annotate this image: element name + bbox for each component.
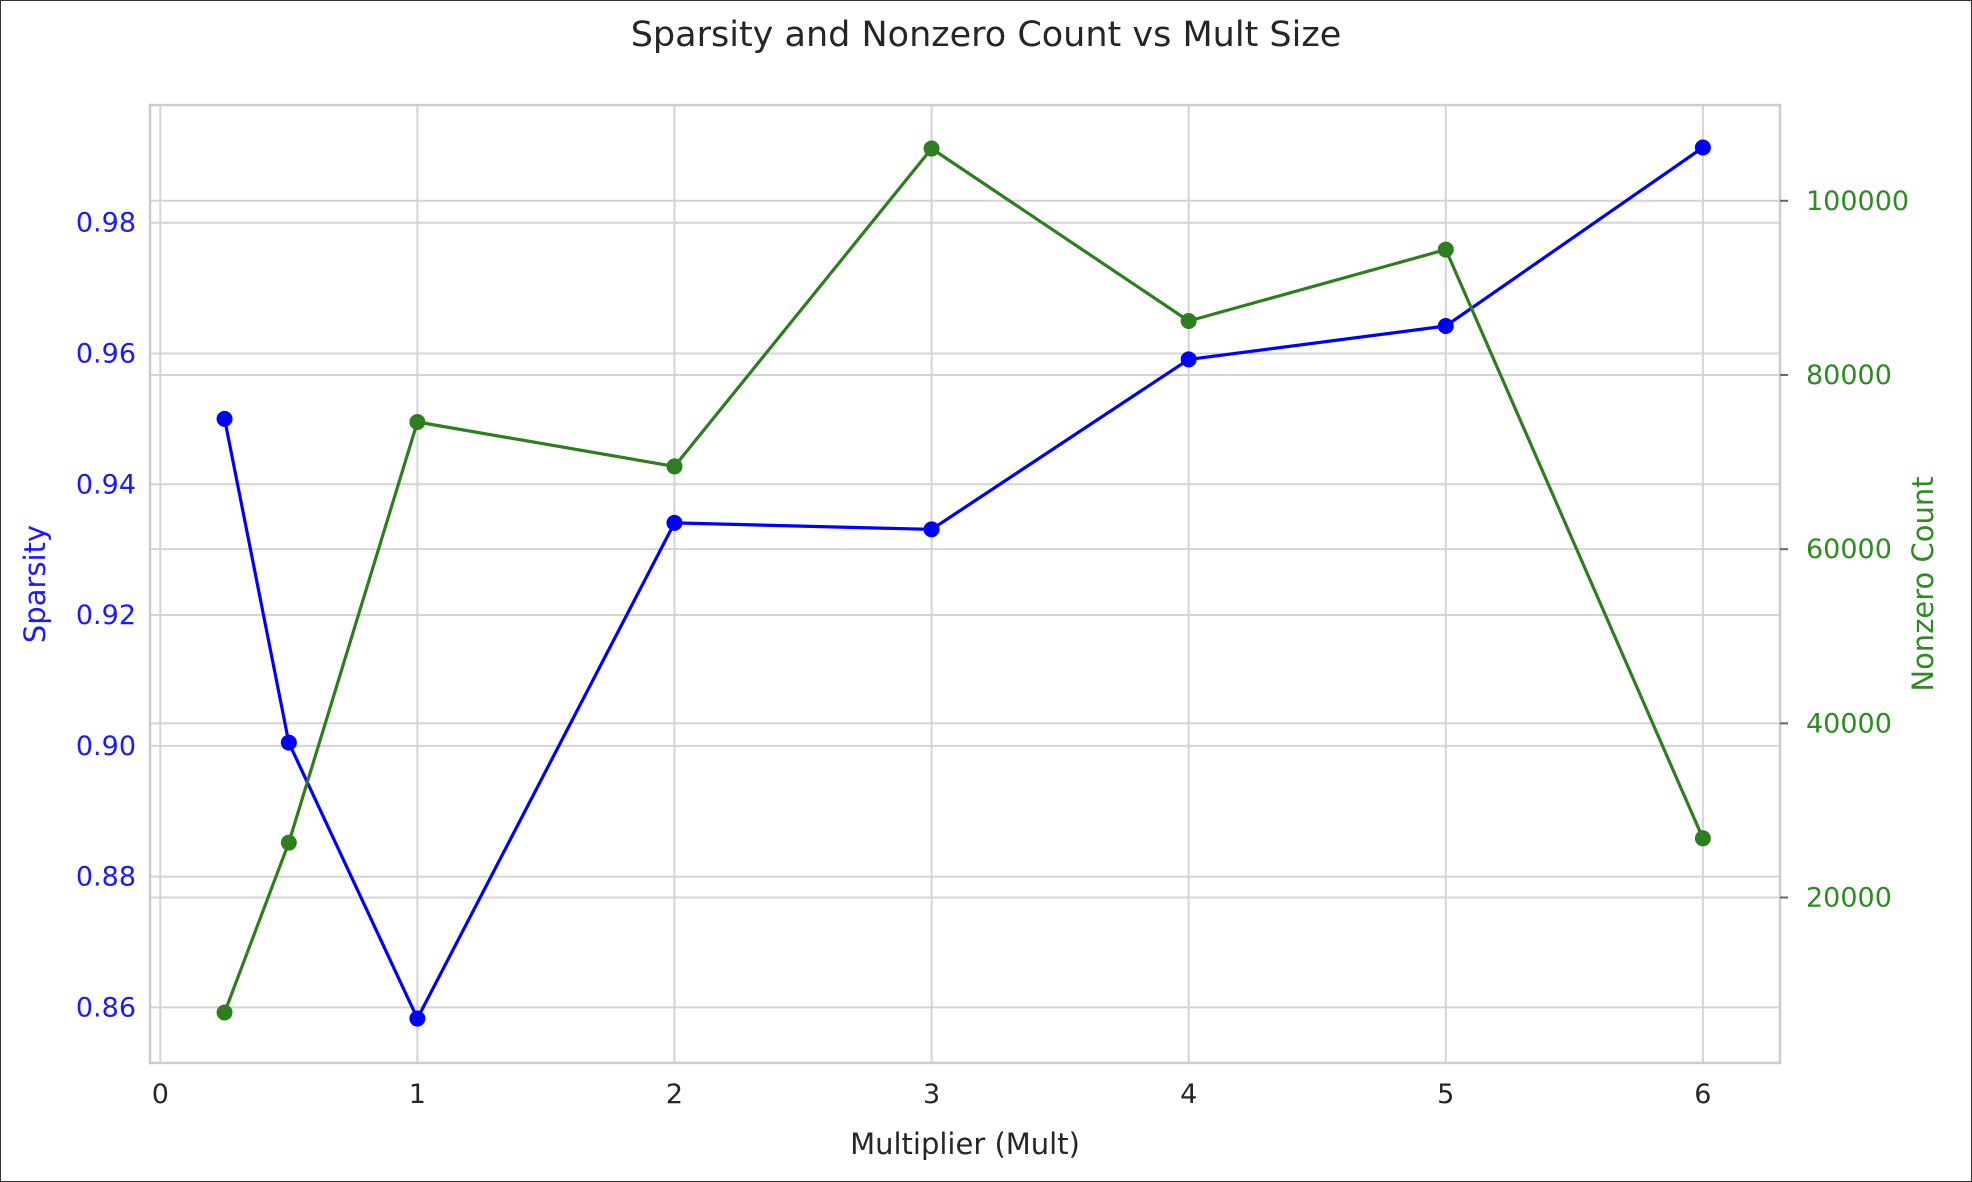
data-point-right (923, 140, 940, 157)
x-tick-label: 0 (152, 1079, 169, 1110)
x-tick-label: 2 (666, 1079, 683, 1110)
data-point-right (280, 834, 297, 851)
y-left-tick-label: 0.92 (76, 600, 136, 631)
tick-layer: 0 1 2 3 4 5 6 0.86 0.88 0.90 0.92 0.94 0.96 0.98 20000… (76, 186, 1909, 1110)
y-left-tick-label: 0.98 (76, 208, 136, 239)
data-point-left (409, 1010, 426, 1027)
data-point-left (1180, 351, 1197, 368)
y-right-tick-label: 60000 (1806, 534, 1892, 565)
x-tick-label: 5 (1437, 1079, 1454, 1110)
data-point-right (409, 414, 426, 431)
y-right-tick-label: 80000 (1806, 360, 1892, 391)
data-point-right (216, 1004, 233, 1021)
data-point-left (216, 410, 233, 427)
plot-background (150, 105, 1780, 1063)
plot-spine (148, 103, 1782, 1065)
y-axis-left-label: Sparsity (18, 525, 52, 643)
data-point-left (1694, 139, 1711, 156)
series-line-left (223, 146, 1704, 1021)
y-left-tick-label: 0.96 (76, 338, 136, 369)
data-point-left (923, 521, 940, 538)
y-right-tick-label: 100000 (1806, 186, 1909, 217)
x-axis-label: Multiplier (Mult) (850, 1127, 1080, 1161)
y-left-tick-label: 0.86 (76, 992, 136, 1023)
data-point-left (280, 734, 297, 751)
y-left-tick-label: 0.90 (76, 731, 136, 762)
data-point-right (666, 458, 683, 475)
data-point-right (1180, 312, 1197, 329)
series-line-right (223, 146, 1705, 1014)
x-tick-label: 1 (409, 1079, 426, 1110)
y-left-tick-label: 0.94 (76, 469, 136, 500)
data-point-left (666, 514, 683, 531)
chart-title: Sparsity and Nonzero Count vs Mult Size (631, 15, 1342, 55)
y-left-tick-label: 0.88 (76, 862, 136, 893)
data-point-right (1437, 241, 1454, 258)
x-tick-label: 3 (923, 1079, 940, 1110)
y-right-tick-label: 40000 (1806, 708, 1892, 739)
x-tick-label: 6 (1694, 1079, 1711, 1110)
y-right-tick-label: 20000 (1806, 883, 1892, 914)
x-tick-label: 4 (1180, 1079, 1197, 1110)
series-layer (216, 139, 1711, 1027)
data-point-left (1437, 318, 1454, 335)
grid-layer (150, 105, 1780, 1063)
y-axis-right-label: Nonzero Count (1906, 476, 1940, 691)
data-point-right (1694, 830, 1711, 847)
